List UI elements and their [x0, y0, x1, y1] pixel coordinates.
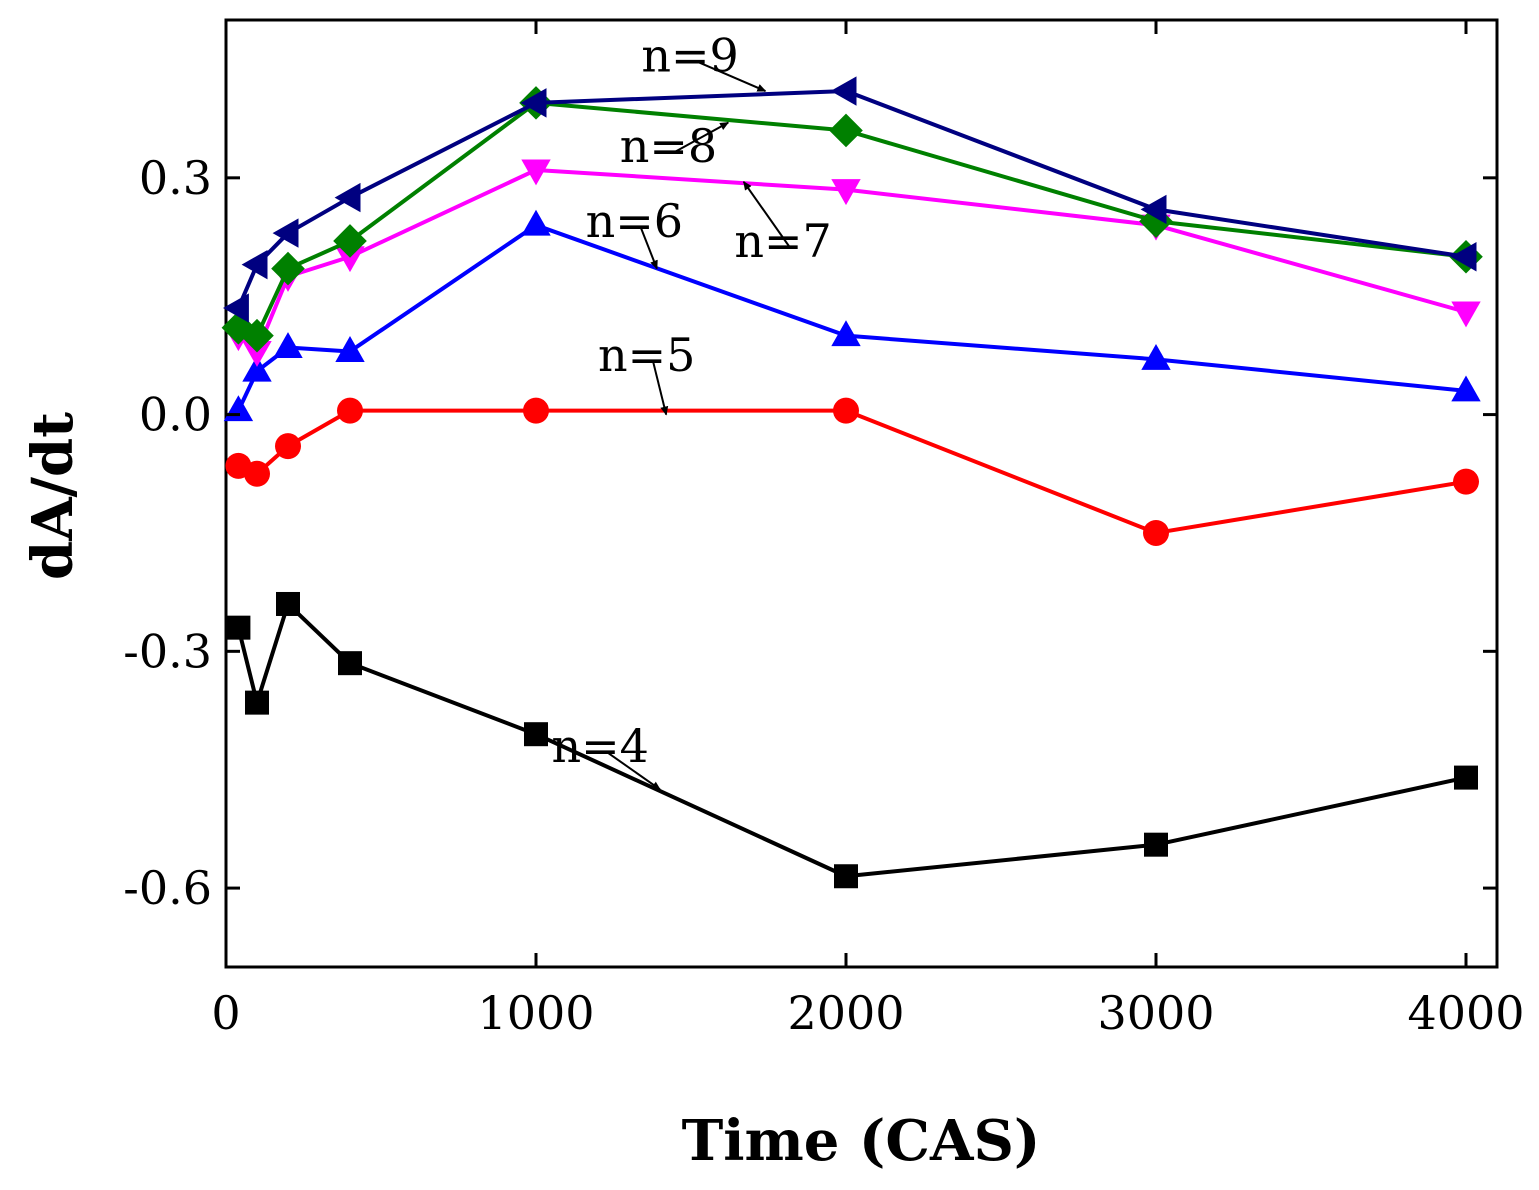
- data-point-n5: [275, 433, 301, 460]
- series-n5: [225, 397, 1479, 546]
- data-point-n6: [223, 395, 254, 422]
- data-point-n8: [271, 251, 305, 286]
- annotation-label-n7: n=7: [734, 214, 831, 268]
- data-point-n9: [1140, 194, 1167, 225]
- data-point-n7: [1451, 301, 1481, 328]
- series-n6: [223, 209, 1481, 422]
- x-tick-label: 4000: [1407, 986, 1524, 1040]
- annotation-n7: n=7: [734, 180, 832, 268]
- data-point-n9: [241, 249, 268, 280]
- y-tick-label: -0.6: [123, 861, 212, 915]
- series-line-n6: [236, 223, 1467, 412]
- annotation-arrow-n5: [652, 360, 669, 416]
- y-tick-label: 0.3: [139, 151, 212, 205]
- data-point-n4: [226, 615, 251, 640]
- data-point-n4: [276, 591, 300, 616]
- y-tick-label: 0.0: [139, 388, 212, 442]
- data-point-n6: [335, 336, 365, 362]
- data-point-n5: [244, 460, 270, 487]
- series-n4: [226, 591, 1478, 889]
- data-point-n4: [338, 651, 362, 676]
- series-layer: [221, 76, 1483, 889]
- data-point-n7: [521, 159, 551, 186]
- data-point-n7: [831, 179, 861, 206]
- y-tick-label: -0.3: [123, 624, 212, 678]
- x-axis-title: Time (CAS): [682, 1108, 1041, 1174]
- y-axis-title: dA/dt: [20, 412, 86, 580]
- data-point-n9: [272, 218, 299, 248]
- x-tick-label: 0: [211, 986, 240, 1040]
- annotation-arrow-n7: [742, 180, 791, 248]
- data-point-n4: [1454, 765, 1478, 790]
- data-point-n4: [834, 864, 858, 889]
- data-point-n5: [1453, 468, 1479, 495]
- data-point-n6: [1141, 343, 1171, 370]
- annotation-layer: n=4 n=5 n=6 n=7 n=8 n=9: [552, 28, 832, 791]
- data-point-n9: [334, 182, 361, 213]
- data-point-n6: [521, 209, 551, 236]
- data-point-n8: [221, 310, 256, 345]
- data-point-n8: [240, 318, 274, 353]
- data-point-n9: [1450, 242, 1477, 272]
- data-point-n5: [523, 397, 549, 424]
- data-point-n5: [337, 397, 363, 424]
- series-line-n4: [236, 601, 1467, 879]
- data-point-n8: [333, 224, 367, 258]
- annotation-n5: n=5: [598, 328, 695, 416]
- series-line-n7: [237, 167, 1467, 354]
- plot-area-border: [224, 18, 1499, 969]
- data-point-n6: [831, 320, 861, 347]
- data-point-n7: [335, 246, 365, 273]
- data-point-n4: [245, 690, 269, 715]
- data-point-n8: [829, 113, 863, 148]
- annotation-label-n4: n=4: [552, 719, 649, 773]
- data-point-n7: [242, 340, 272, 367]
- data-point-n8: [1139, 204, 1173, 239]
- ticks-layer: 0 1000 2000 3000 4000 -0.6 -0.3 0.0 0.3: [123, 20, 1525, 1040]
- annotation-n6: n=6: [586, 194, 683, 270]
- series-n9: [223, 76, 1477, 323]
- annotation-label-n8: n=8: [620, 119, 717, 173]
- annotation-n4: n=4: [552, 719, 661, 791]
- annotation-n8: n=8: [620, 119, 730, 173]
- x-tick-label: 3000: [1097, 986, 1214, 1040]
- annotation-n9: n=9: [641, 28, 767, 92]
- annotation-label-n5: n=5: [598, 328, 695, 382]
- data-point-n4: [524, 722, 548, 747]
- data-point-n6: [242, 355, 272, 382]
- annotation-arrow-n8: [674, 121, 730, 153]
- x-tick-label: 2000: [787, 986, 904, 1040]
- series-line-n5: [237, 408, 1467, 535]
- annotation-arrow-n6: [639, 226, 658, 270]
- data-point-n9: [520, 88, 547, 118]
- annotation-arrow-n4: [605, 750, 661, 791]
- annotation-label-n6: n=6: [586, 194, 683, 248]
- data-point-n9: [223, 293, 249, 323]
- plot-frame: [224, 18, 1499, 969]
- data-point-n5: [1143, 519, 1169, 546]
- data-point-n4: [1144, 832, 1168, 857]
- annotation-arrow-n9: [696, 60, 767, 92]
- data-point-n6: [273, 332, 303, 359]
- data-point-n6: [1451, 375, 1481, 402]
- data-point-n5: [833, 397, 859, 424]
- data-point-n9: [830, 76, 857, 106]
- x-tick-label: 1000: [477, 986, 594, 1040]
